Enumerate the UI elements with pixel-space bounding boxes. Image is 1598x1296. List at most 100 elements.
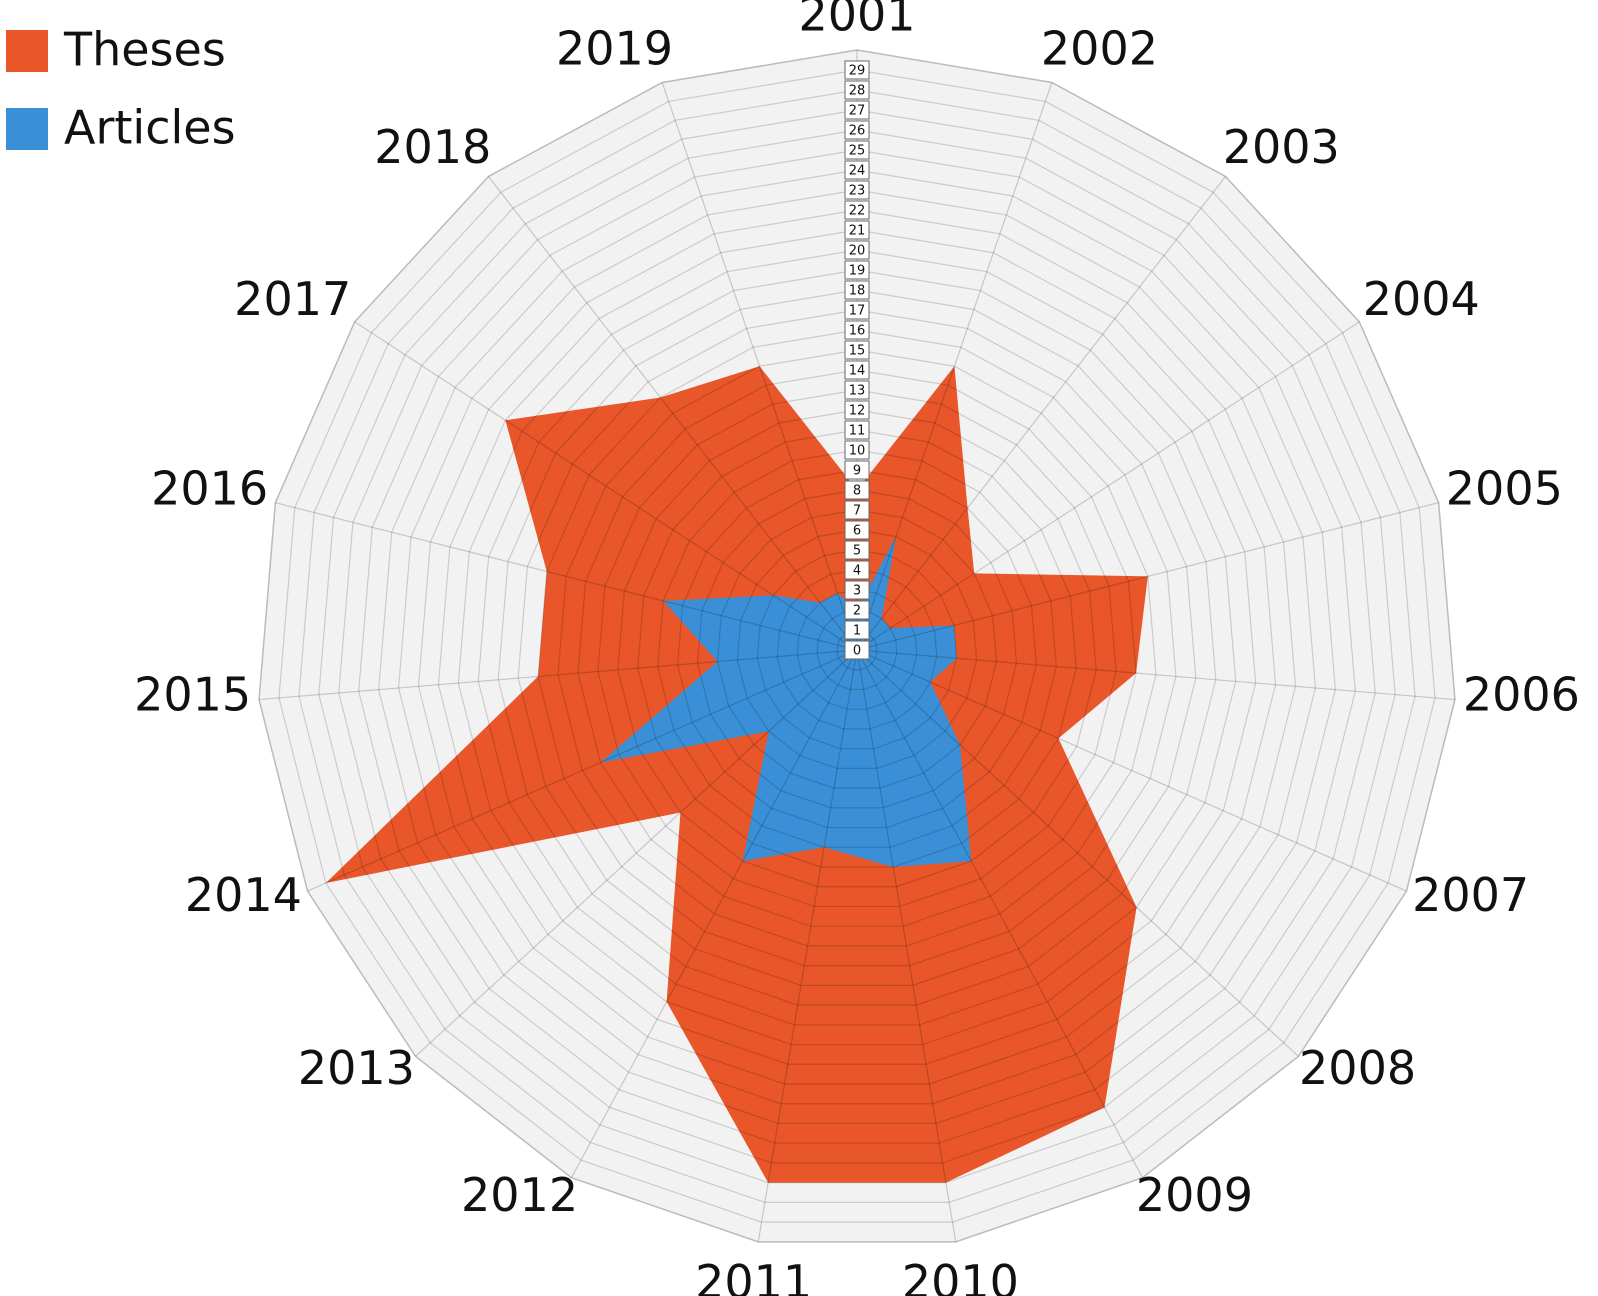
category-label: 2010	[902, 1255, 1019, 1296]
tick-label-box	[844, 220, 870, 240]
spoke	[856, 502, 1439, 651]
grid-ring	[597, 389, 1117, 908]
tick-label: 21	[849, 224, 866, 239]
grid-ring	[517, 309, 1197, 986]
tick-label-box	[844, 560, 870, 580]
tick-label: 13	[849, 384, 866, 399]
category-label: 2009	[1136, 1168, 1253, 1222]
legend-label: Articles	[64, 101, 236, 155]
tick-label: 3	[853, 584, 861, 599]
tick-label-box	[844, 80, 870, 100]
legend-swatch	[6, 30, 48, 72]
grid-ring	[736, 529, 978, 769]
tick-label-box	[844, 60, 870, 80]
spoke	[856, 176, 1227, 651]
tick-label: 27	[849, 104, 866, 119]
category-label: 2016	[151, 461, 268, 515]
tick-label: 22	[849, 204, 866, 219]
grid-ring	[477, 269, 1237, 1026]
grid-ring	[417, 209, 1297, 1085]
tick-label: 20	[849, 244, 866, 259]
tick-label-box	[844, 120, 870, 140]
tick-label: 23	[849, 184, 866, 199]
tick-label: 10	[849, 444, 866, 459]
tick-label-box	[844, 340, 870, 360]
grid-ring	[318, 109, 1396, 1184]
grid-ring	[497, 289, 1217, 1006]
tick-label: 18	[849, 284, 866, 299]
grid-ring	[358, 149, 1356, 1144]
spoke	[856, 649, 1456, 701]
category-label: 2014	[185, 868, 302, 922]
spoke	[258, 649, 858, 701]
tick-label: 25	[849, 144, 866, 159]
tick-label-box	[844, 620, 870, 640]
tick-label-box	[844, 320, 870, 340]
tick-label-box	[844, 440, 870, 460]
legend-swatch	[6, 108, 48, 150]
tick-label: 0	[853, 644, 861, 659]
tick-label-box	[844, 280, 870, 300]
spoke	[757, 649, 858, 1242]
tick-label-box	[844, 520, 870, 540]
category-label: 2004	[1363, 272, 1480, 326]
tick-label: 28	[849, 84, 866, 99]
grid-ring	[657, 449, 1057, 848]
grid-ring	[756, 549, 958, 750]
tick-label-box	[844, 360, 870, 380]
tick-label-box	[844, 580, 870, 600]
tick-label: 2	[853, 604, 861, 619]
grid-ring	[557, 349, 1157, 947]
tick-label: 16	[849, 324, 866, 339]
tick-label: 4	[853, 564, 861, 579]
tick-label: 12	[849, 404, 866, 419]
spoke	[275, 502, 858, 651]
spoke	[415, 649, 858, 1057]
tick-label-box	[844, 200, 870, 220]
category-label: 2011	[695, 1255, 812, 1296]
spoke	[354, 321, 858, 651]
category-label: 2005	[1446, 461, 1563, 515]
tick-label-box	[844, 180, 870, 200]
tick-label: 29	[849, 64, 866, 79]
tick-label-box	[844, 300, 870, 320]
category-label: 2002	[1041, 22, 1158, 76]
spoke	[570, 649, 858, 1178]
grid-ring	[457, 249, 1257, 1046]
grid-ring	[716, 509, 998, 789]
tick-label: 5	[853, 544, 861, 559]
spoke	[487, 176, 858, 651]
tick-label: 26	[849, 124, 866, 139]
tick-label-box	[844, 160, 870, 180]
tick-label: 8	[853, 484, 861, 499]
grid-ring	[537, 329, 1177, 967]
category-label: 2019	[556, 22, 673, 76]
spoke	[307, 649, 858, 892]
tick-label: 14	[849, 364, 866, 379]
grid-ring	[677, 469, 1037, 829]
tick-label-box	[844, 380, 870, 400]
tick-label-box	[844, 460, 870, 480]
spoke	[856, 649, 957, 1242]
tick-label: 17	[849, 304, 866, 319]
grid-ring	[298, 89, 1416, 1203]
grid-ring	[836, 629, 878, 671]
spoke	[661, 82, 858, 651]
spoke	[856, 82, 1053, 651]
tick-label: 1	[853, 624, 861, 639]
tick-label-box	[844, 140, 870, 160]
tick-label-box	[844, 240, 870, 260]
grid-ring	[378, 169, 1336, 1125]
grid-ring	[397, 189, 1317, 1105]
tick-label: 15	[849, 344, 866, 359]
grid-ring	[437, 229, 1277, 1065]
tick-label-box	[844, 600, 870, 620]
tick-label: 9	[853, 464, 861, 479]
grid-ring	[338, 129, 1376, 1164]
tick-label-box	[844, 100, 870, 120]
tick-label: 7	[853, 504, 861, 519]
category-label: 2003	[1223, 120, 1340, 174]
category-label: 2006	[1463, 667, 1580, 721]
tick-label-box	[844, 480, 870, 500]
